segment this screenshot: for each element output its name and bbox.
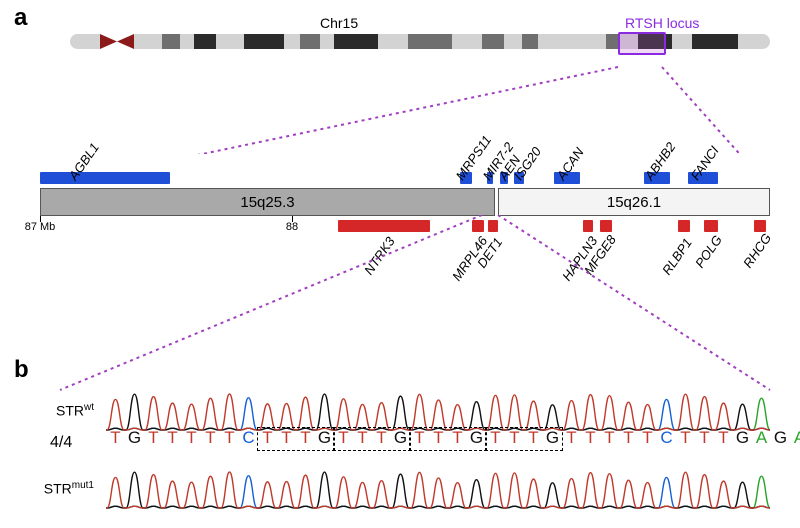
base-letter: T — [638, 428, 657, 448]
base-letter: T — [106, 428, 125, 448]
ideogram-band — [320, 34, 334, 49]
base-letter: T — [144, 428, 163, 448]
cytoband-bar: 15q25.3 — [40, 188, 495, 216]
gene-box-top — [40, 172, 170, 184]
base-letter: C — [657, 428, 676, 448]
ideogram-band — [482, 34, 504, 49]
ideogram-band — [408, 34, 452, 49]
ideogram-band — [538, 34, 606, 49]
base-letter: C — [239, 428, 258, 448]
rtsh-locus-box — [618, 32, 666, 55]
ideogram-band — [70, 34, 100, 49]
ideogram-band — [334, 34, 378, 49]
gene-box-bottom — [704, 220, 718, 232]
base-letter: T — [201, 428, 220, 448]
gene-label: RHCG — [740, 231, 774, 271]
repeat-unit-box — [257, 427, 335, 451]
centromere — [100, 34, 134, 49]
base-letter: T — [182, 428, 201, 448]
allele-label: 4/4 — [50, 434, 72, 452]
ideogram-band — [134, 34, 162, 49]
base-letter: T — [163, 428, 182, 448]
ideogram-band — [162, 34, 180, 49]
region-detail: 15q25.315q26.187 Mb88AGBL1MRPS11MIR7-2AE… — [40, 120, 770, 290]
trace-label: STRwt — [30, 402, 94, 419]
repeat-unit-box — [485, 427, 563, 451]
scale-label: 87 Mb — [25, 221, 56, 233]
ideogram-band — [180, 34, 194, 49]
scale-label: 88 — [286, 221, 298, 233]
ideogram-band — [194, 34, 216, 49]
panel-a-label: a — [14, 4, 27, 32]
ideogram-band — [738, 34, 770, 49]
cytoband-bar: 15q26.1 — [498, 188, 770, 216]
base-letter: T — [619, 428, 638, 448]
base-letter: T — [600, 428, 619, 448]
gene-label: NTRK3 — [361, 234, 398, 278]
base-letter: T — [562, 428, 581, 448]
gene-box-bottom — [472, 220, 484, 232]
gene-box-bottom — [338, 220, 430, 232]
chromatogram — [106, 468, 770, 510]
ideogram-band — [300, 34, 320, 49]
gene-box-bottom — [583, 220, 593, 232]
ideogram-band — [378, 34, 408, 49]
base-letter: A — [790, 428, 800, 448]
ideogram-band — [284, 34, 300, 49]
gene-label: RLBP1 — [659, 235, 695, 277]
rtsh-locus-label: RTSH locus — [625, 15, 699, 31]
ideogram-band — [452, 34, 482, 49]
repeat-unit-box — [409, 427, 487, 451]
ideogram-band — [216, 34, 244, 49]
base-letter: G — [733, 428, 752, 448]
ideogram-band — [522, 34, 538, 49]
ideogram-band — [672, 34, 692, 49]
ideogram-band — [244, 34, 284, 49]
gene-box-bottom — [600, 220, 612, 232]
gene-box-bottom — [488, 220, 498, 232]
base-letter: T — [695, 428, 714, 448]
chromosome-label: Chr15 — [320, 15, 358, 31]
ideogram-band — [692, 34, 738, 49]
panel-b-label: b — [14, 356, 29, 384]
ideogram-band — [504, 34, 522, 49]
gene-box-bottom — [754, 220, 766, 232]
base-letter: T — [581, 428, 600, 448]
gene-box-bottom — [678, 220, 690, 232]
base-letter: G — [771, 428, 790, 448]
base-letter: T — [714, 428, 733, 448]
base-letter: T — [220, 428, 239, 448]
chromosome-ideogram — [70, 34, 770, 49]
trace-label: STRmut1 — [30, 480, 94, 497]
repeat-unit-box — [333, 427, 411, 451]
gene-label: POLG — [692, 233, 725, 271]
base-letter: G — [125, 428, 144, 448]
chromatogram — [106, 390, 770, 432]
base-letter: T — [676, 428, 695, 448]
base-letter: A — [752, 428, 771, 448]
